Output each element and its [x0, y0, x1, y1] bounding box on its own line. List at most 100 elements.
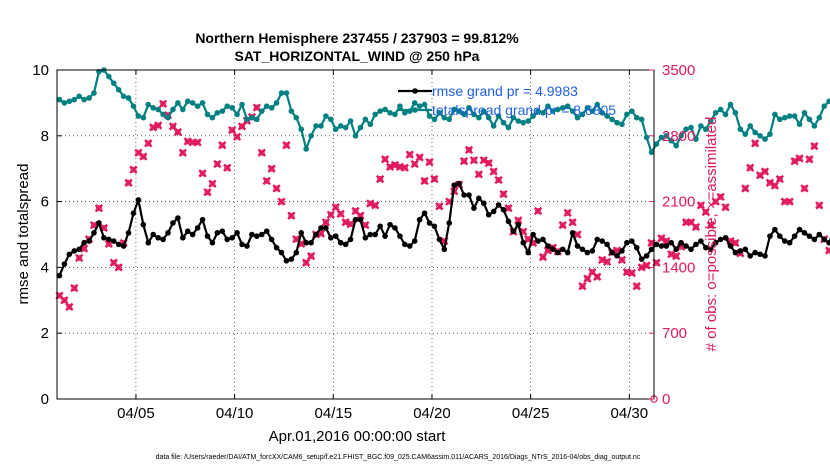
rmse-marker: [175, 215, 181, 221]
rmse-marker: [204, 233, 211, 239]
totalspread-marker: [170, 106, 176, 113]
rmse-marker: [683, 243, 689, 249]
obs-assimilated-marker: [538, 252, 548, 262]
obs-assimilated-stroke: [351, 206, 360, 216]
rmse-marker: [372, 231, 379, 238]
totalspread-marker: [772, 111, 778, 118]
rmse-marker: [362, 234, 369, 241]
obs-possible-marker: [76, 254, 83, 261]
y-axis-left-label: rmse and totalspread: [15, 164, 32, 305]
obs-assimilated-marker: [617, 255, 627, 265]
rmse-marker: [752, 249, 758, 256]
obs-possible-marker: [66, 303, 73, 310]
rmse-marker: [653, 241, 660, 248]
totalspread-marker: [382, 106, 388, 113]
totalspread-marker: [826, 98, 830, 105]
obs-assimilated-marker: [459, 157, 469, 166]
rmse-marker: [155, 234, 161, 241]
totalspread-marker: [599, 109, 605, 116]
rmse-marker: [397, 233, 403, 239]
obs-assimilated-marker: [632, 282, 641, 291]
totalspread-marker: [219, 108, 226, 114]
legend-totalspread-label: totalspread grand pr = 8.6805: [432, 102, 616, 118]
obs-assimilated-marker: [65, 302, 74, 312]
obs-possible-marker: [401, 164, 408, 171]
obs-possible-marker: [61, 297, 68, 304]
obs-assimilated-stroke: [691, 222, 701, 232]
obs-assimilated-stroke: [686, 218, 696, 227]
totalspread-marker: [520, 119, 527, 126]
obs-assimilated-stroke: [706, 220, 715, 230]
totalspread-marker: [446, 116, 453, 123]
rmse-marker: [648, 246, 655, 253]
obs-assimilated-stroke: [435, 202, 444, 211]
obs-possible-marker: [786, 198, 793, 205]
obs-possible-marker: [115, 264, 122, 271]
obs-assimilated-marker: [464, 145, 474, 155]
totalspread-marker: [416, 103, 423, 109]
totalspread-marker: [115, 86, 122, 93]
obs-assimilated-marker: [716, 192, 725, 202]
totalspread-marker: [372, 111, 379, 118]
obs-possible-marker: [762, 168, 769, 175]
rmse-marker: [145, 239, 152, 246]
rmse-marker: [263, 228, 270, 235]
totalspread-marker: [816, 114, 823, 121]
totalspread-marker: [476, 114, 482, 121]
totalspread-marker: [140, 114, 147, 121]
obs-assimilated-marker: [696, 201, 706, 210]
totalspread-marker: [663, 133, 670, 139]
totalspread-marker: [71, 96, 78, 103]
totalspread-marker: [594, 101, 601, 108]
rmse-marker: [283, 258, 290, 264]
rmse-marker: [801, 230, 808, 236]
obs-assimilated-marker: [277, 197, 286, 206]
rmse-marker: [258, 231, 265, 238]
obs-assimilated-stroke: [79, 244, 89, 253]
obs-possible-marker: [702, 208, 709, 215]
obs-possible-marker: [742, 185, 749, 192]
rmse-marker: [184, 228, 191, 235]
obs-assimilated-stroke: [578, 282, 587, 291]
rmse-marker: [550, 246, 556, 253]
rmse-marker: [81, 239, 87, 246]
obs-possible-marker: [283, 142, 290, 149]
totalspread-marker: [471, 111, 477, 118]
obs-assimilated-stroke: [144, 139, 153, 148]
rmse-marker: [120, 243, 127, 249]
obs-possible-marker: [643, 262, 650, 269]
obs-possible-marker: [268, 165, 275, 172]
rmse-series: [56, 180, 830, 279]
y-tick-label-left: 0: [41, 391, 49, 408]
totalspread-marker: [352, 133, 359, 139]
obs-assimilated-stroke: [617, 255, 627, 265]
rmse-marker: [71, 248, 78, 254]
totalspread-marker: [500, 119, 507, 126]
rmse-marker: [115, 241, 122, 248]
totalspread-marker: [392, 111, 398, 118]
totalspread-marker: [387, 109, 393, 116]
rmse-marker: [485, 211, 492, 218]
obs-possible-marker: [263, 177, 270, 184]
obs-possible-marker: [327, 211, 334, 218]
totalspread-marker: [619, 121, 625, 128]
obs-possible-marker: [747, 164, 754, 171]
totalspread-marker: [199, 100, 206, 106]
obs-possible-marker: [194, 139, 201, 146]
obs-assimilated-marker: [583, 274, 592, 283]
totalspread-marker: [436, 109, 443, 116]
obs-assimilated-stroke: [469, 156, 479, 165]
obs-possible-marker: [278, 198, 285, 205]
plot-frame: [56, 69, 655, 400]
obs-assimilated-marker: [213, 159, 222, 169]
totalspread-marker: [698, 123, 704, 129]
rmse-marker: [244, 243, 250, 249]
totalspread-marker: [244, 116, 250, 123]
rmse-marker: [589, 248, 596, 254]
obs-possible-marker: [752, 140, 759, 147]
obs-assimilated-stroke: [341, 218, 350, 227]
totalspread-marker: [624, 111, 630, 118]
totalspread-marker: [357, 124, 364, 131]
obs-possible-marker: [135, 149, 142, 156]
obs-assimilated-stroke: [568, 218, 577, 227]
